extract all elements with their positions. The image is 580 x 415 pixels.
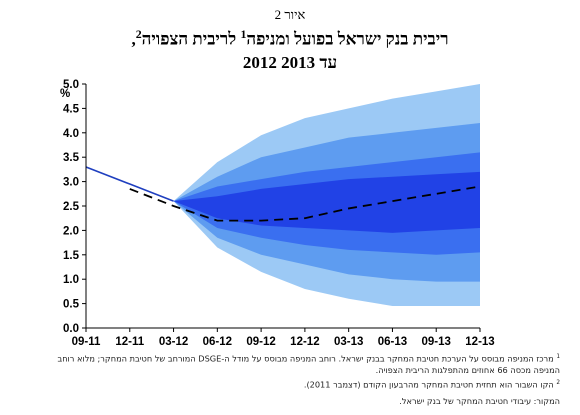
y-tick-label: 4.5 <box>63 103 80 115</box>
axes: 0.0 0.5 1.0 1.5 2.0 2.5 3.0 3.5 4.0 4.5 5.0 09-11 12… <box>63 79 495 348</box>
x-tick-label: 06-12 <box>203 336 232 348</box>
x-tick-label: 12-11 <box>115 336 144 348</box>
y-tick-label: 0.5 <box>63 299 80 311</box>
title-part-3: , <box>131 29 136 49</box>
fan-bands <box>173 84 481 307</box>
previous-forecast-dashed-line <box>129 185 481 222</box>
y-tick-label: 0.0 <box>63 323 79 335</box>
x-tick-label: 12-12 <box>290 336 319 348</box>
y-tick-label: 4.0 <box>63 128 79 140</box>
title-part-1: ריבית בנק ישראל בפועל ומניפה <box>246 29 449 49</box>
x-tick-label: 09-11 <box>72 336 101 348</box>
title-part-2: לריבית הצפויה <box>141 29 241 49</box>
title-sup-2: 2 <box>135 27 142 41</box>
x-tick-label: 09-13 <box>422 336 451 348</box>
x-tick-label: 03-12 <box>159 336 188 348</box>
y-axis-unit-label: % <box>60 88 70 100</box>
x-tick-label: 06-13 <box>378 336 407 348</box>
footnote-1: 1 מרכז המניפה מבוסס על הערכת חטיבת המחקר… <box>30 352 560 376</box>
x-tick-label: 12-13 <box>465 336 494 348</box>
y-tick-label: 2.0 <box>63 225 79 237</box>
x-tick-label: 09-12 <box>246 336 275 348</box>
figure-label: איור 2 <box>274 7 306 22</box>
footnote-2-text: הקו השבור הוא תחזית חטיבת המחקר מהרבעון … <box>303 379 554 390</box>
chart-title-line-1: ריבית בנק ישראל בפועל ומניפה1 לריבית הצפ… <box>0 27 580 50</box>
source-note: המקור: עיבודי חטיבת המחקר של בנק ישראל. <box>399 396 560 406</box>
footnote-1-text: מרכז המניפה מבוסס על הערכת חטיבת המחקר ב… <box>57 353 560 375</box>
y-tick-label: 1.0 <box>63 274 79 286</box>
y-tick-label: 1.5 <box>63 250 80 262</box>
y-tick-label: 5.0 <box>63 79 79 91</box>
title-sup-1: 1 <box>240 27 247 41</box>
fan-band-4 <box>173 171 481 233</box>
footnote-2: 2 הקו השבור הוא תחזית חטיבת המחקר מהרבעו… <box>30 378 560 391</box>
x-tick-label: 03-13 <box>334 336 363 348</box>
chart-title-line-2: 2012 עד 2013 <box>242 53 338 72</box>
fan-chart: 0.0 0.5 1.0 1.5 2.0 2.5 3.0 3.5 4.0 4.5 5.0 09-11 12… <box>60 79 495 348</box>
actual-rate-line <box>85 166 174 202</box>
y-tick-label: 2.5 <box>63 201 80 213</box>
footnote-2-marker: 2 <box>556 380 560 386</box>
footnote-1-marker: 1 <box>556 354 560 360</box>
series-lines <box>85 166 481 222</box>
y-tick-label: 3.5 <box>63 152 80 164</box>
y-tick-label: 3.0 <box>63 177 79 189</box>
